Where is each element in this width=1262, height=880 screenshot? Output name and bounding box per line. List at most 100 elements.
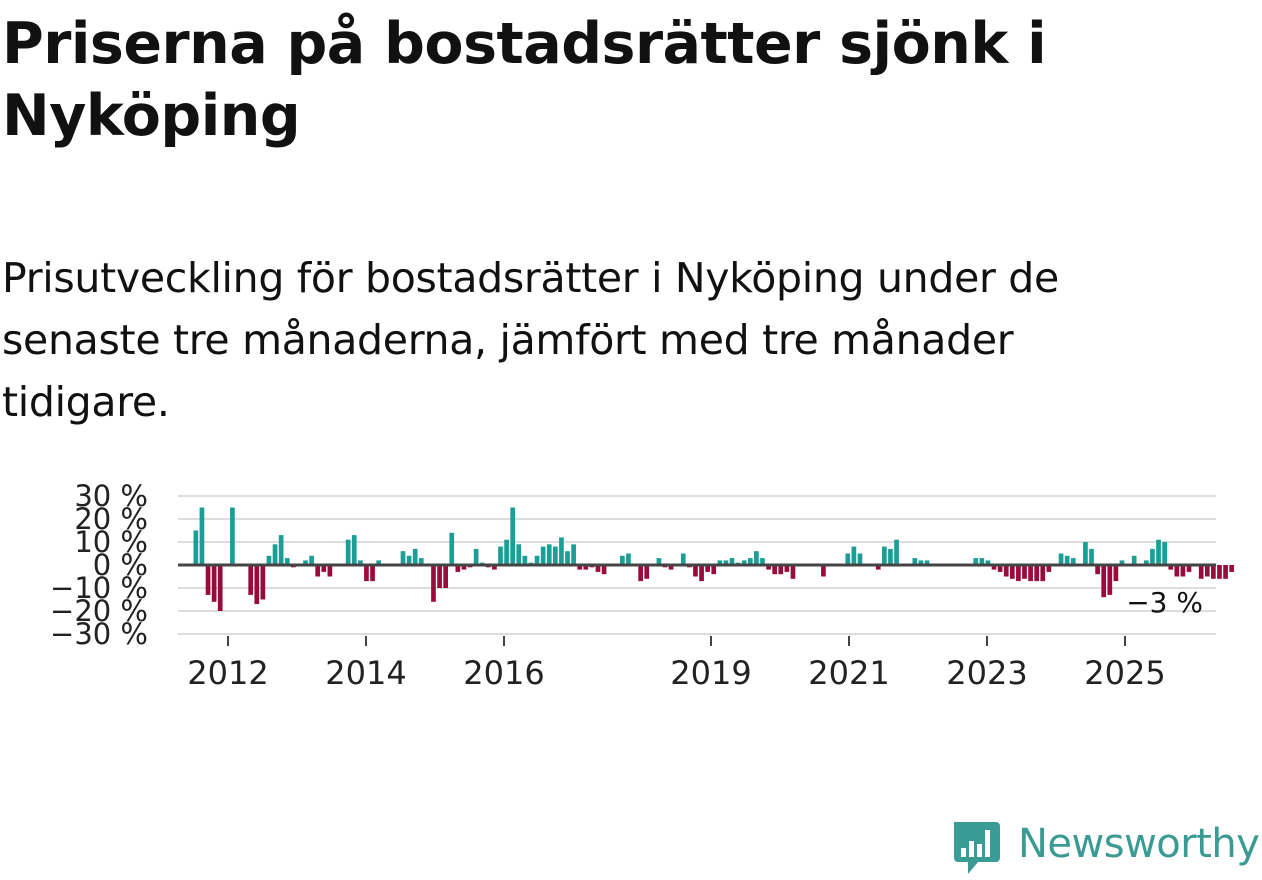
bar: [845, 553, 851, 565]
bar: [473, 548, 479, 565]
bar: [1003, 565, 1009, 577]
bar: [1095, 565, 1100, 575]
bar: [321, 565, 327, 572]
bar: [1034, 565, 1040, 582]
bar: [1101, 565, 1107, 598]
bar: [559, 537, 564, 565]
bar: [766, 565, 771, 570]
bar: [680, 553, 686, 565]
bar: [516, 544, 522, 565]
bar: [217, 565, 223, 611]
bar: [1009, 565, 1015, 579]
bar: [327, 565, 333, 577]
bar: [1168, 565, 1174, 570]
bar: [851, 546, 857, 565]
bar: [711, 565, 717, 575]
bar: [1064, 555, 1070, 565]
bar: [461, 565, 467, 570]
bar-chart: 30 %20 %10 %0 %−10 %−20 %−30 % 2012 2014 2…: [50, 479, 1234, 692]
bar: [1107, 565, 1113, 595]
bar: [1089, 548, 1094, 565]
bar: [400, 551, 406, 565]
bar: [437, 565, 442, 588]
bar: [534, 555, 540, 565]
bar: [1022, 565, 1027, 579]
bar: [230, 507, 235, 565]
bar: [492, 565, 497, 570]
bar: [303, 560, 308, 565]
bar: [370, 565, 375, 582]
bar: [626, 553, 631, 565]
last-value-annotation: −3 %: [1126, 586, 1203, 619]
bar: [1186, 565, 1192, 572]
bar: [1040, 565, 1046, 582]
bar: [620, 555, 625, 565]
x-tick-label: 2021: [808, 654, 889, 692]
y-tick-label: 0 %: [93, 548, 148, 582]
bar: [1211, 565, 1216, 579]
bar: [912, 558, 918, 565]
gridlines: [178, 495, 1216, 635]
chart-title: Priserna på bostadsrätter sjönk i Nyköpi…: [2, 11, 1047, 149]
bar: [1174, 565, 1180, 577]
newsworthy-logo[interactable]: Newsworthy: [950, 818, 1262, 880]
bar: [1113, 565, 1119, 582]
bar: [418, 558, 424, 565]
bar: [546, 544, 552, 565]
y-tick-label: 20 %: [74, 502, 148, 536]
bar: [1058, 553, 1064, 565]
bar: [778, 565, 784, 575]
bar: [443, 565, 448, 588]
y-tick-label: −30 %: [50, 617, 148, 651]
bar: [1223, 565, 1228, 579]
bar: [888, 548, 893, 565]
brand-name: Newsworthy: [1018, 821, 1260, 867]
bar: [205, 565, 211, 595]
bar: [1162, 542, 1167, 565]
bar: [699, 565, 704, 582]
bar: [1016, 565, 1021, 582]
bar: [376, 560, 381, 565]
bar: [1150, 548, 1155, 565]
x-tick-label: 2023: [946, 654, 1027, 692]
bar: [1156, 539, 1161, 565]
bar: [552, 546, 558, 565]
bar: [760, 558, 765, 565]
bar: [565, 551, 570, 565]
bar: [1131, 555, 1137, 565]
bar: [571, 544, 576, 565]
bar: [193, 530, 199, 565]
bar: [882, 546, 887, 565]
bar: [278, 535, 284, 565]
bar: [1204, 565, 1210, 577]
bar: [638, 565, 643, 582]
bar: [498, 546, 503, 565]
bar: [455, 565, 461, 572]
bar: [973, 558, 979, 565]
x-tick-label: 2019: [670, 654, 751, 692]
bar: [364, 565, 369, 582]
bar: [284, 558, 290, 565]
bar: [583, 565, 589, 570]
bar: [540, 546, 546, 565]
y-tick-label: 10 %: [74, 525, 148, 559]
x-tick-label: 2014: [325, 654, 406, 692]
bar: [790, 565, 796, 579]
y-tick-label: −10 %: [50, 571, 148, 605]
bar: [985, 560, 991, 565]
bar: [504, 539, 509, 565]
bar: [406, 555, 412, 565]
bar: [248, 565, 254, 595]
bar: [260, 565, 266, 600]
bar: [723, 560, 729, 565]
bar: [1119, 560, 1125, 565]
bar: [522, 555, 528, 565]
chart-subtitle: Prisutveckling för bostadsrätter i Nyköp…: [2, 254, 1059, 426]
bar: [431, 565, 436, 602]
x-axis: 2012 2014 2016 2019 2021 2023 2025: [187, 636, 1166, 692]
y-axis: 30 %20 %10 %0 %−10 %−20 %−30 %: [50, 479, 148, 651]
bar: [1198, 565, 1204, 579]
x-tick-label: 2012: [187, 654, 268, 692]
bar: [1217, 565, 1222, 579]
bar: [644, 565, 650, 579]
